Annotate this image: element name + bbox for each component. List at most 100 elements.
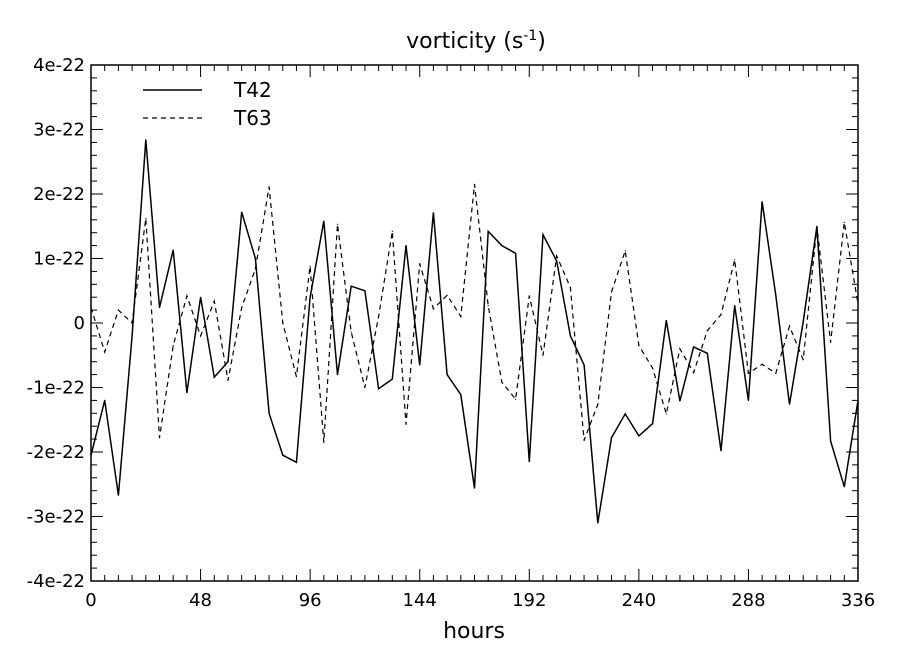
data-point-t63 bbox=[624, 250, 626, 252]
data-point-t63 bbox=[542, 354, 544, 356]
data-point-t63 bbox=[104, 351, 106, 353]
data-point-t42 bbox=[624, 413, 626, 415]
data-point-t42 bbox=[172, 249, 174, 251]
data-point-t42 bbox=[843, 486, 845, 488]
data-point-t42 bbox=[597, 522, 599, 524]
data-point-t42 bbox=[514, 252, 517, 254]
data-point-t42 bbox=[131, 335, 133, 337]
data-point-t42 bbox=[158, 306, 161, 309]
y-tick-label: 3e-22 bbox=[33, 120, 85, 141]
data-point-t63 bbox=[501, 381, 503, 383]
data-point-t63 bbox=[350, 331, 352, 333]
data-point-t42 bbox=[542, 234, 544, 236]
data-point-t63 bbox=[583, 439, 585, 441]
y-tick-label: -3e-22 bbox=[27, 507, 85, 528]
data-point-t42 bbox=[556, 260, 558, 262]
data-point-t42 bbox=[104, 399, 106, 401]
data-point-t63 bbox=[391, 230, 393, 233]
data-point-t63 bbox=[761, 363, 763, 365]
data-point-t42 bbox=[734, 304, 736, 307]
data-point-t63 bbox=[556, 255, 558, 257]
data-point-t63 bbox=[145, 217, 147, 220]
y-tick-labels: -4e-22 -3e-22 -2e-22 -1e-22 0 1e-22 2e-22 3e-22… bbox=[27, 55, 85, 592]
data-point-t42 bbox=[213, 376, 215, 378]
data-point-t63 bbox=[268, 186, 270, 188]
data-point-t63 bbox=[514, 398, 517, 400]
data-point-t42 bbox=[473, 487, 476, 489]
y-tick-label: -2e-22 bbox=[27, 442, 85, 463]
data-point-t63 bbox=[610, 291, 613, 293]
legend-label-t42: T42 bbox=[233, 78, 272, 102]
data-point-t63 bbox=[775, 372, 777, 374]
data-point-t63 bbox=[843, 221, 845, 223]
data-point-t42 bbox=[227, 361, 229, 363]
x-tick-label: 288 bbox=[731, 590, 765, 611]
data-point-t42 bbox=[117, 494, 119, 496]
data-point-t63 bbox=[638, 344, 640, 347]
data-point-t63 bbox=[419, 263, 421, 265]
axis-ticks bbox=[90, 64, 859, 582]
series-line-t42 bbox=[90, 139, 859, 524]
data-point-t63 bbox=[830, 341, 832, 343]
data-point-t63 bbox=[405, 423, 407, 425]
data-point-t42 bbox=[350, 285, 352, 287]
data-point-t63 bbox=[241, 306, 243, 309]
data-point-t63 bbox=[172, 344, 174, 347]
x-tick-labels: 0 48 96 144 192 240 288 336 bbox=[85, 590, 875, 611]
data-point-t63 bbox=[378, 315, 380, 318]
x-tick-label: 48 bbox=[189, 590, 212, 611]
data-point-t42 bbox=[446, 374, 448, 376]
data-point-t63 bbox=[816, 226, 818, 228]
x-tick-label: 96 bbox=[299, 590, 322, 611]
data-point-t42 bbox=[145, 139, 147, 141]
data-point-t42 bbox=[788, 403, 791, 405]
data-point-t63 bbox=[460, 315, 462, 318]
data-point-t42 bbox=[432, 212, 435, 214]
series-line-t63 bbox=[90, 184, 859, 443]
data-point-t42 bbox=[501, 245, 503, 247]
data-point-t42 bbox=[282, 454, 284, 456]
data-point-t42 bbox=[679, 400, 681, 402]
x-tick-label: 336 bbox=[841, 590, 875, 611]
data-point-t42 bbox=[460, 393, 462, 396]
chart-title: vorticity (s-1) bbox=[406, 28, 546, 54]
data-point-t63 bbox=[788, 325, 791, 327]
data-point-t42 bbox=[720, 450, 722, 452]
y-tick-label: -4e-22 bbox=[27, 571, 85, 592]
data-point-t63 bbox=[473, 183, 476, 185]
data-point-t63 bbox=[734, 259, 736, 261]
data-point-t63 bbox=[651, 367, 654, 369]
data-point-t42 bbox=[254, 257, 256, 260]
data-point-t63 bbox=[747, 372, 750, 374]
data-point-t63 bbox=[432, 308, 435, 310]
data-point-t63 bbox=[309, 265, 311, 267]
data-point-t42 bbox=[802, 321, 804, 323]
data-point-t63 bbox=[364, 386, 366, 389]
data-point-t63 bbox=[597, 403, 599, 405]
data-point-t63 bbox=[213, 300, 215, 302]
data-point-t63 bbox=[487, 304, 489, 307]
data-point-t63 bbox=[720, 314, 722, 316]
plot-frame bbox=[90, 64, 859, 582]
data-point-t63 bbox=[323, 441, 325, 443]
data-point-t63 bbox=[665, 413, 667, 415]
data-point-t63 bbox=[254, 268, 256, 270]
data-point-t42 bbox=[569, 335, 571, 337]
data-point-t63 bbox=[131, 322, 133, 324]
data-point-t63 bbox=[199, 335, 202, 337]
data-point-t63 bbox=[706, 330, 708, 332]
data-point-t42 bbox=[706, 352, 708, 354]
data-point-t63 bbox=[528, 295, 530, 297]
x-tick-label: 0 bbox=[85, 590, 96, 611]
data-point-t42 bbox=[323, 220, 325, 222]
y-tick-label: 0 bbox=[74, 313, 85, 334]
y-tick-label: 1e-22 bbox=[33, 249, 85, 270]
data-point-t63 bbox=[569, 286, 571, 289]
data-point-t42 bbox=[199, 296, 202, 298]
data-point-t63 bbox=[693, 372, 695, 374]
data-point-t42 bbox=[638, 435, 640, 437]
data-point-t42 bbox=[295, 461, 298, 463]
data-point-t63 bbox=[336, 223, 339, 225]
data-point-t42 bbox=[583, 364, 585, 366]
